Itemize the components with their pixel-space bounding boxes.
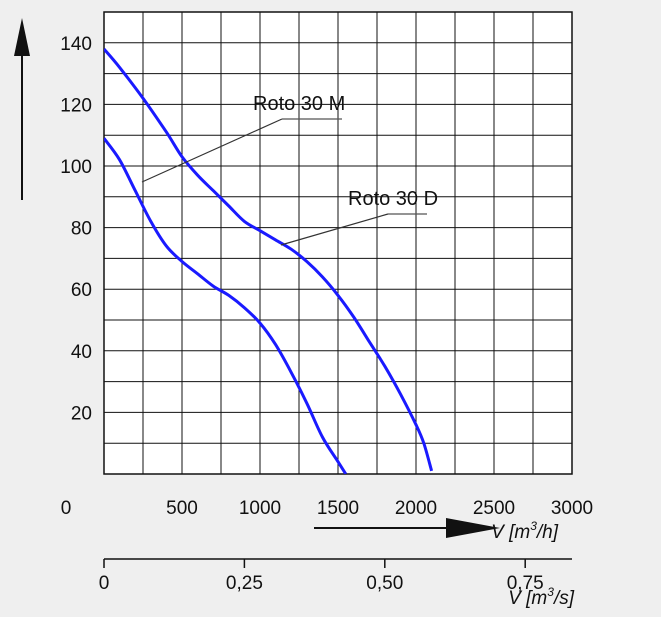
- x-tick-label: 1000: [239, 498, 281, 519]
- x-tick-label: 3000: [551, 498, 593, 519]
- x2-tick-label: 0: [99, 573, 110, 594]
- x-tick-label: 0: [61, 498, 72, 519]
- annotation-leader-line: [280, 213, 389, 246]
- y-tick-labels: 20 40 60 80 100 120 140: [60, 34, 92, 425]
- series-line-roto-30-d: [104, 137, 348, 474]
- y-tick-label: 140: [60, 34, 92, 55]
- annotation-label-roto-30-d: Roto 30 D: [348, 188, 438, 210]
- x2-tick-label: 0,75: [507, 573, 544, 594]
- x-secondary-axis-title: V [m3/s]: [508, 585, 575, 609]
- x2-tick-label: 0,25: [226, 573, 263, 594]
- x-tick-label: 2500: [473, 498, 515, 519]
- y-tick-label: 100: [60, 157, 92, 178]
- plot-border: [103, 11, 573, 475]
- y-axis-arrow: [14, 18, 30, 200]
- x-tick-label: 2000: [395, 498, 437, 519]
- y-tick-label: 20: [71, 403, 92, 424]
- x-primary-tick-labels: 0 500 1000 1500 2000 2500 3000: [61, 498, 593, 519]
- y-tick-label: 120: [60, 95, 92, 116]
- x-axis-arrow: [314, 518, 500, 538]
- x2-tick-label: 0,50: [366, 573, 403, 594]
- x-secondary-ticks: 0 0,25 0,50 0,75: [99, 559, 544, 594]
- x-secondary-axis: 0 0,25 0,50 0,75: [99, 558, 572, 594]
- x-tick-label: 500: [166, 498, 198, 519]
- x-tick-label: 1500: [317, 498, 359, 519]
- annotations: Roto 30 M Roto 30 D: [141, 93, 438, 246]
- y-tick-label: 80: [71, 219, 92, 240]
- annotation-leader-line: [141, 118, 283, 183]
- annotation-label-roto-30-m: Roto 30 M: [253, 93, 345, 115]
- grid: [104, 12, 572, 474]
- y-tick-label: 60: [71, 280, 92, 301]
- x-primary-axis-title: V [m3/h]: [491, 519, 559, 543]
- y-tick-label: 40: [71, 342, 92, 363]
